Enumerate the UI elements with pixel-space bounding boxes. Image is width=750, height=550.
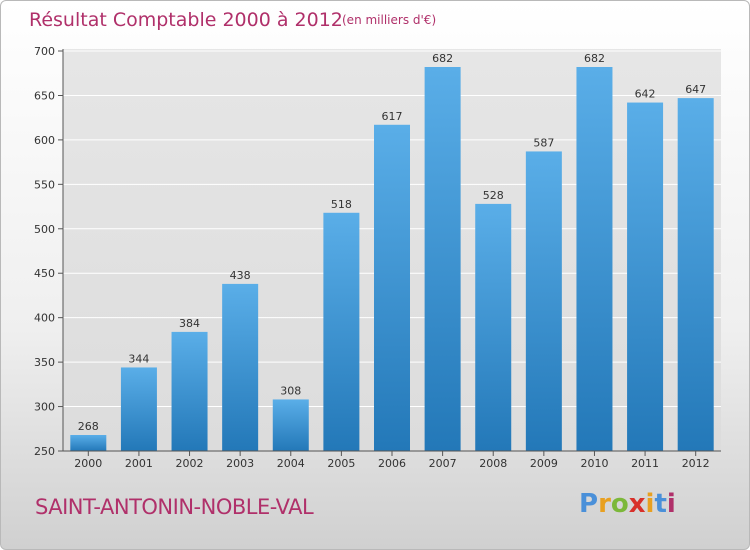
x-tick-label: 2002: [176, 457, 204, 470]
bar-value-label: 647: [685, 83, 706, 96]
logo-letter: x: [628, 489, 646, 519]
y-tick-label: 300: [34, 401, 55, 414]
bar-value-label: 682: [432, 52, 453, 65]
bar[interactable]: [222, 283, 259, 451]
bar-value-label: 308: [280, 384, 301, 397]
bar-value-label: 438: [230, 269, 251, 282]
y-tick-label: 550: [34, 178, 55, 191]
bar[interactable]: [677, 98, 714, 451]
bar-value-label: 617: [382, 110, 403, 123]
y-tick-label: 450: [34, 267, 55, 280]
logo-letter: P: [579, 489, 599, 519]
bar-value-label: 518: [331, 198, 352, 211]
town-name: SAINT-ANTONIN-NOBLE-VAL: [35, 495, 314, 519]
bar-value-label: 528: [483, 189, 504, 202]
bar-value-label: 344: [128, 352, 149, 365]
bar[interactable]: [576, 67, 613, 451]
bar[interactable]: [475, 203, 512, 451]
labels: 250 300 350 400 450 500 550 600 650 700 268 2000 344…: [34, 45, 710, 470]
chart-title: Résultat Comptable 2000 à 2012: [29, 9, 343, 31]
y-tick-label: 400: [34, 312, 55, 325]
x-tick-label: 2011: [631, 457, 659, 470]
x-tick-label: 2003: [226, 457, 254, 470]
bar[interactable]: [525, 151, 562, 451]
x-tick-label: 2007: [429, 457, 457, 470]
x-tick-label: 2000: [74, 457, 102, 470]
logo-letter: r: [598, 489, 611, 519]
y-tick-label: 500: [34, 223, 55, 236]
logo-letter: t: [654, 489, 667, 519]
bar[interactable]: [627, 102, 664, 452]
x-tick-label: 2008: [479, 457, 507, 470]
x-tick-label: 2009: [530, 457, 558, 470]
bar[interactable]: [374, 124, 410, 452]
logo-letter: o: [610, 489, 629, 519]
bar[interactable]: [70, 435, 107, 451]
bar[interactable]: [272, 399, 309, 451]
bar-value-label: 268: [78, 420, 99, 433]
x-tick-label: 2012: [682, 457, 710, 470]
y-tick-label: 250: [34, 445, 55, 458]
logo-letter: i: [645, 489, 655, 519]
axes: [58, 49, 721, 456]
bar-value-label: 587: [533, 136, 554, 149]
chart-subtitle: (en milliers d'€): [342, 13, 437, 27]
y-tick-label: 600: [34, 134, 55, 147]
x-tick-label: 2004: [277, 457, 305, 470]
bar[interactable]: [171, 331, 208, 451]
bar[interactable]: [120, 367, 157, 451]
x-tick-label: 2010: [580, 457, 608, 470]
bar-value-label: 682: [584, 52, 605, 65]
bar[interactable]: [323, 212, 360, 451]
x-tick-label: 2005: [327, 457, 355, 470]
bars: [70, 67, 714, 452]
proxiti-logo[interactable]: Proxiti: [579, 489, 676, 519]
bar-value-label: 642: [635, 88, 656, 101]
bar[interactable]: [424, 67, 461, 451]
y-tick-label: 700: [34, 45, 55, 58]
y-tick-label: 350: [34, 356, 55, 369]
logo-letter: i: [666, 489, 676, 519]
y-tick-label: 650: [34, 89, 55, 102]
x-tick-label: 2001: [125, 457, 153, 470]
bar-value-label: 384: [179, 317, 200, 330]
x-tick-label: 2006: [378, 457, 406, 470]
